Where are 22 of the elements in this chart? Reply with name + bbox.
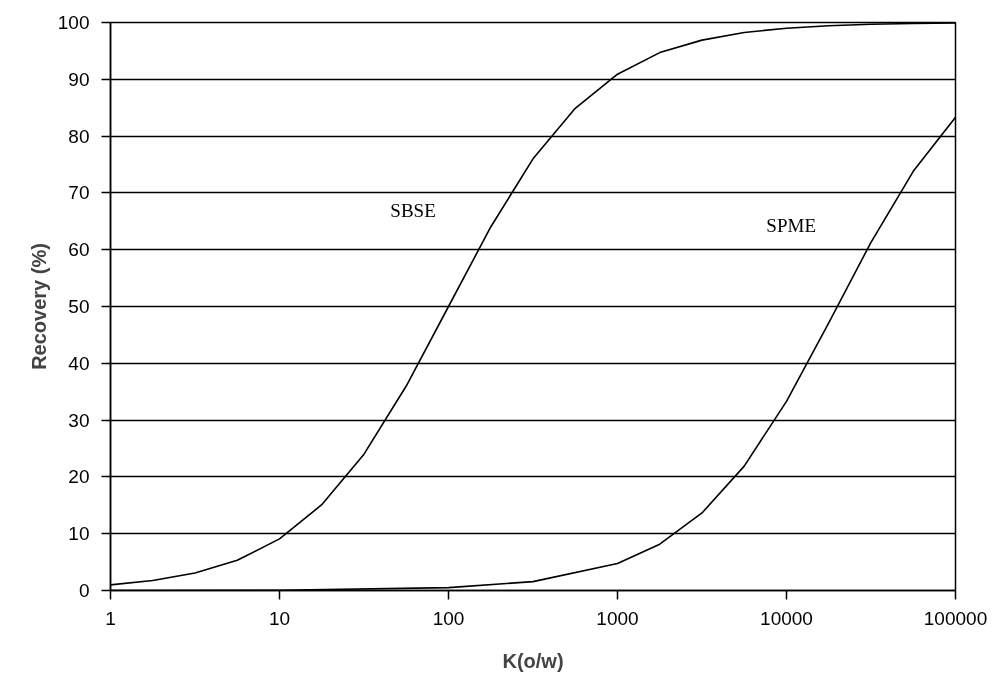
- y-tick-label: 100: [57, 12, 90, 33]
- x-tick-label: 1: [105, 607, 116, 629]
- y-axis-title: Recovery (%): [27, 243, 50, 370]
- text: SBSE: [390, 199, 436, 221]
- y-tick-label: 40: [68, 352, 90, 374]
- y-tick-label: 10: [68, 523, 90, 545]
- y-tick-label: 30: [68, 409, 90, 431]
- x-tick-label: 10000: [760, 607, 813, 629]
- x-axis-title: K(o/w): [502, 649, 564, 672]
- x-tick-label: 100: [432, 607, 465, 629]
- y-tick-label: 60: [68, 239, 90, 261]
- x-tick-label: 100000: [923, 607, 988, 629]
- x-tick-label: 1000: [596, 607, 639, 629]
- y-tick-label: 20: [68, 466, 90, 488]
- line-series: [110, 22, 956, 586]
- y-tick-label: 90: [68, 68, 90, 90]
- y-tick-label: 0: [78, 580, 90, 601]
- y-tick-label: 70: [68, 182, 90, 204]
- y-tick-label: 80: [68, 125, 90, 147]
- y-tick-label: 50: [68, 296, 90, 317]
- x-tick-label: 10: [268, 607, 291, 629]
- text: SPME: [766, 215, 816, 237]
